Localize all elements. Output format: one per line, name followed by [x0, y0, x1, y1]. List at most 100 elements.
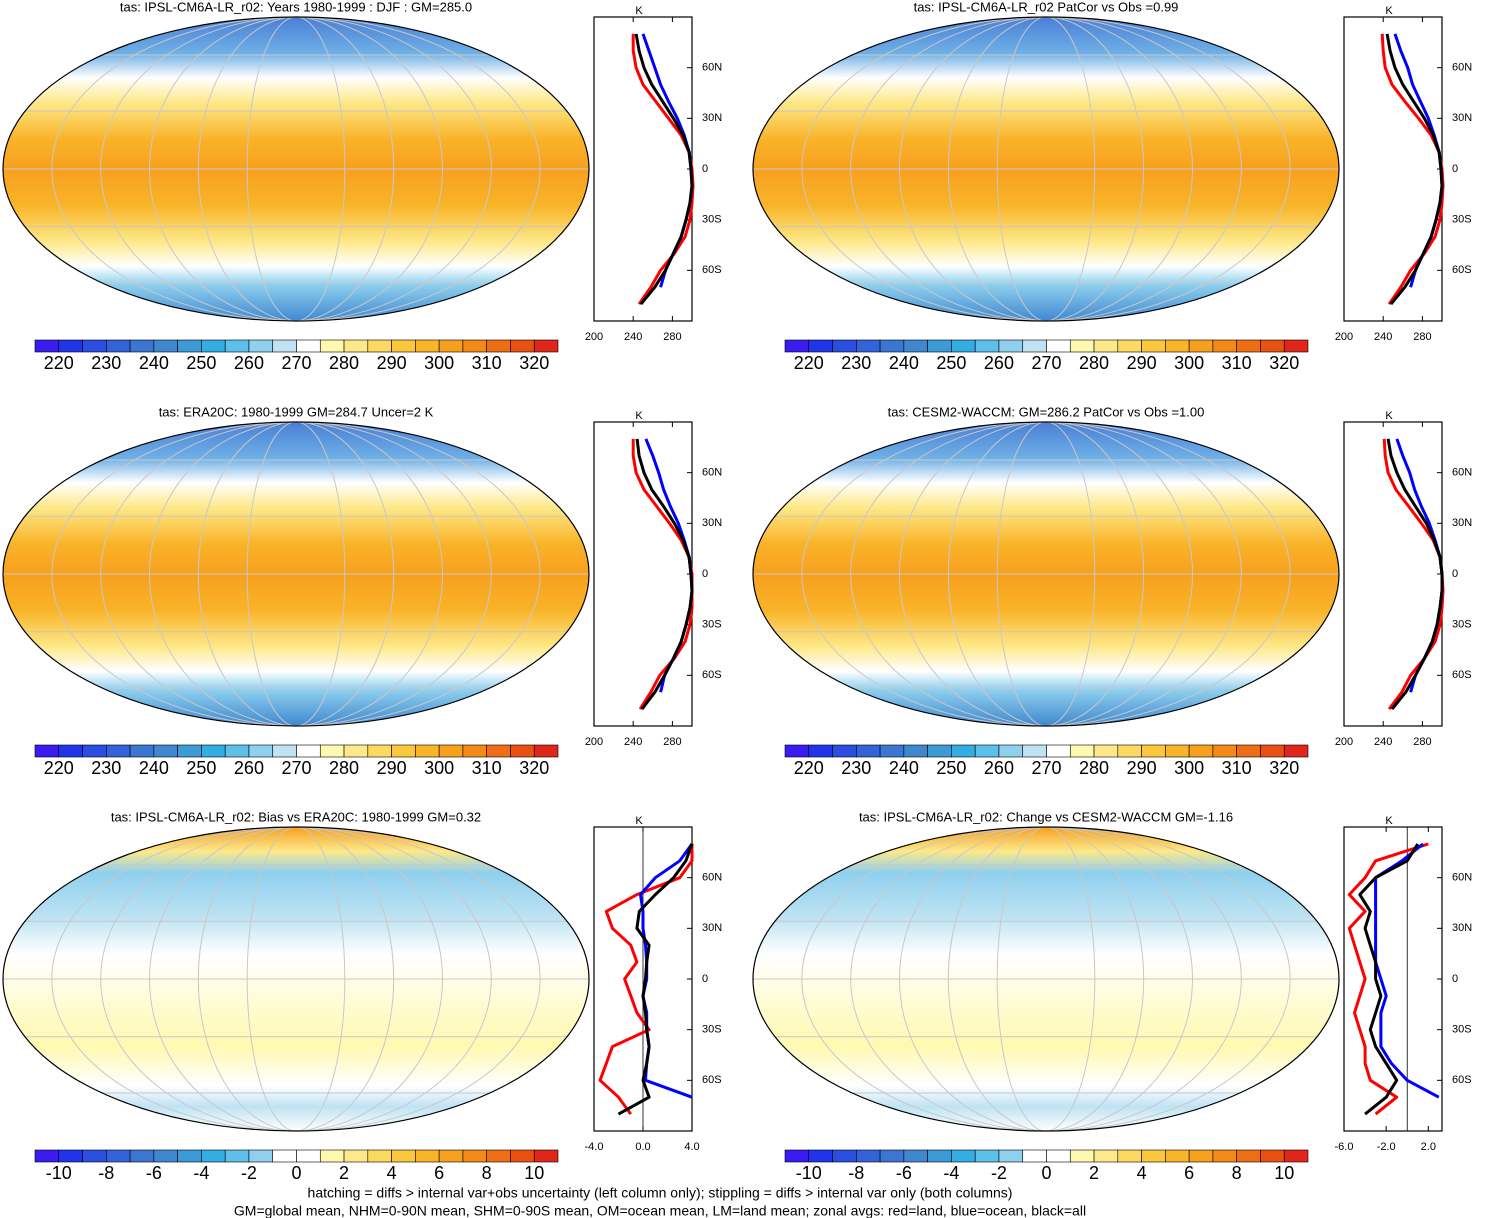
y-tick-label: 30N — [1452, 922, 1472, 934]
graticule — [246, 422, 346, 726]
colorbar-box — [319, 339, 345, 353]
colorbar-box — [58, 1149, 83, 1163]
graticule — [947, 827, 1145, 1131]
colorbar-label: -8 — [848, 1163, 864, 1183]
colorbar-box — [533, 744, 559, 758]
y-tick-label: 0 — [702, 973, 708, 985]
x-tick-label: 280 — [663, 331, 681, 343]
colorbar-box — [177, 1149, 202, 1163]
colorbar-box — [1069, 1149, 1095, 1163]
colorbar-box — [391, 339, 416, 353]
colorbar-box — [438, 1149, 464, 1163]
colorbar-box — [82, 1149, 107, 1163]
colorbar-box — [1283, 339, 1309, 353]
y-tick-label: 30S — [1452, 214, 1472, 226]
y-tick-label: 30N — [702, 112, 722, 124]
graticule — [197, 827, 395, 1131]
x-tick-label: 240 — [1374, 331, 1392, 343]
graticule — [197, 422, 395, 726]
colorbar-box — [367, 1149, 392, 1163]
y-tick-label: 60N — [1452, 62, 1472, 74]
graticule — [899, 422, 1193, 726]
map-outline — [752, 16, 1340, 322]
colorbar-box — [415, 339, 440, 353]
profile-line — [1374, 842, 1440, 1099]
colorbar-box — [1165, 744, 1190, 758]
colorbar-box — [951, 744, 976, 758]
panel-title: tas: ERA20C: 1980-1999 GM=284.7 Uncer=2 … — [159, 404, 434, 419]
profile-line — [644, 438, 694, 693]
colorbar-box — [201, 744, 226, 758]
colorbar-box — [343, 1149, 369, 1163]
colorbar-box — [34, 1149, 60, 1163]
x-tick-label: 200 — [585, 736, 603, 748]
colorbar-label: 310 — [1222, 353, 1252, 373]
colorbar-box — [808, 744, 833, 758]
colorbar-box — [296, 1149, 321, 1163]
colorbar-box — [248, 339, 274, 353]
colorbar-box — [415, 1149, 440, 1163]
colorbar-label: 260 — [984, 353, 1014, 373]
profile-line — [635, 438, 694, 711]
colorbar-box — [974, 339, 1000, 353]
colorbar-box — [1069, 339, 1095, 353]
x-tick-label: -2.0 — [1377, 1141, 1396, 1153]
colorbar-label: 240 — [889, 758, 919, 778]
panel-title: tas: IPSL-CM6A-LR_r02 PatCor vs Obs =0.9… — [914, 0, 1179, 14]
colorbar-box — [879, 339, 905, 353]
graticule — [197, 17, 395, 321]
colorbar-box — [832, 1149, 857, 1163]
colorbar-label: 240 — [139, 353, 169, 373]
colorbar-label: -2 — [241, 1163, 257, 1183]
colorbar-label: 310 — [472, 758, 502, 778]
profile-line — [1385, 33, 1444, 306]
colorbar-box — [784, 1149, 810, 1163]
colorbar-label: 260 — [984, 758, 1014, 778]
colorbar-box — [153, 1149, 178, 1163]
graticule — [246, 827, 346, 1131]
colorbar-box — [903, 744, 928, 758]
y-tick-label: 60N — [702, 467, 722, 479]
colorbar-label: 290 — [377, 353, 407, 373]
colorbar-label: 320 — [519, 353, 549, 373]
y-tick-label: 60S — [1452, 264, 1472, 276]
x-tick-label: 280 — [663, 736, 681, 748]
colorbar-label: 250 — [186, 758, 216, 778]
x-tick-label: -6.0 — [1335, 1141, 1354, 1153]
y-tick-label: 60N — [1452, 467, 1472, 479]
colorbar-box — [1165, 1149, 1190, 1163]
colorbar-box — [201, 1149, 226, 1163]
colorbar-box — [462, 339, 487, 353]
map — [3, 827, 589, 1131]
panel-title: tas: IPSL-CM6A-LR_r02: Change vs CESM2-W… — [859, 809, 1233, 824]
graticule — [149, 422, 443, 726]
colorbar-box — [1260, 744, 1285, 758]
colorbar-box — [153, 744, 178, 758]
colorbar-box — [319, 1149, 345, 1163]
colorbar-label: 280 — [329, 758, 359, 778]
colorbar-label: 4 — [387, 1163, 397, 1183]
y-tick-label: 30S — [702, 1024, 722, 1036]
panel-title: tas: CESM2-WACCM: GM=286.2 PatCor vs Obs… — [888, 404, 1205, 419]
colorbar-box — [1283, 1149, 1309, 1163]
colorbar-label: 8 — [1232, 1163, 1242, 1183]
colorbar-box — [510, 339, 535, 353]
colorbar-box — [832, 744, 857, 758]
colorbar-label: 220 — [794, 758, 824, 778]
colorbar-box — [1117, 744, 1142, 758]
colorbar-label: 270 — [1031, 758, 1061, 778]
graticule — [51, 827, 541, 1131]
colorbar-label: 8 — [482, 1163, 492, 1183]
colorbar-box — [106, 1149, 131, 1163]
y-tick-label: 30S — [702, 619, 722, 631]
colorbar-label: 300 — [1174, 353, 1204, 373]
y-tick-label: 0 — [1452, 163, 1458, 175]
graticule — [100, 422, 492, 726]
colorbar-box — [1046, 339, 1071, 353]
colorbar-box — [1046, 1149, 1071, 1163]
colorbar-box — [1188, 744, 1214, 758]
y-tick-label: 30S — [1452, 1024, 1472, 1036]
colorbar-label: 6 — [434, 1163, 444, 1183]
colorbar-label: 320 — [519, 758, 549, 778]
